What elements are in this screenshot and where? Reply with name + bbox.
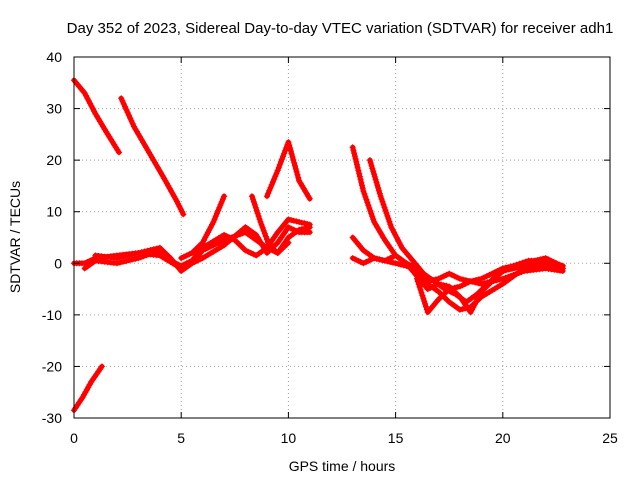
chart-title: Day 352 of 2023, Sidereal Day-to-day VTE… xyxy=(67,20,614,37)
y-axis-label: SDTVAR / TECUs xyxy=(7,181,23,293)
x-tick-label: 5 xyxy=(177,430,185,446)
x-tick-label: 0 xyxy=(70,430,78,446)
series-markers-high-descending-2 xyxy=(118,95,187,218)
axis-ticks xyxy=(73,56,611,419)
y-tick-labels: -30 -20 -10 0 10 20 30 40 xyxy=(42,49,62,426)
series-markers-high-descending-1 xyxy=(71,77,122,156)
series-track-afternoon-4 xyxy=(350,255,566,313)
series-markers-afternoon-1 xyxy=(349,144,566,316)
series-markers-mid-track xyxy=(178,193,228,262)
x-tick-label: 15 xyxy=(388,430,404,446)
y-tick-label: 40 xyxy=(46,49,62,65)
series-layer xyxy=(71,77,566,414)
x-axis-label: GPS time / hours xyxy=(289,458,396,474)
series-markers-afternoon-4 xyxy=(349,255,566,313)
y-tick-label: 20 xyxy=(46,152,62,168)
x-tick-label: 25 xyxy=(602,430,618,446)
y-tick-label: 0 xyxy=(54,255,62,271)
series-markers-flat-track-3 xyxy=(92,224,313,272)
series-markers-dip-track xyxy=(249,193,292,256)
y-tick-label: 10 xyxy=(46,204,62,220)
y-tick-label: -30 xyxy=(42,410,62,426)
grid xyxy=(74,57,610,418)
series-markers-low-ascending xyxy=(71,363,105,414)
y-tick-label: -10 xyxy=(42,307,62,323)
series-markers-afternoon-5 xyxy=(414,255,566,316)
x-tick-label: 20 xyxy=(495,430,511,446)
y-tick-label: -20 xyxy=(42,358,62,374)
y-tick-label: 30 xyxy=(46,101,62,117)
plot-frame xyxy=(73,56,611,419)
x-tick-labels: 0 5 10 15 20 25 xyxy=(70,430,618,446)
series-markers-peak-track xyxy=(264,139,313,202)
x-tick-label: 10 xyxy=(281,430,297,446)
